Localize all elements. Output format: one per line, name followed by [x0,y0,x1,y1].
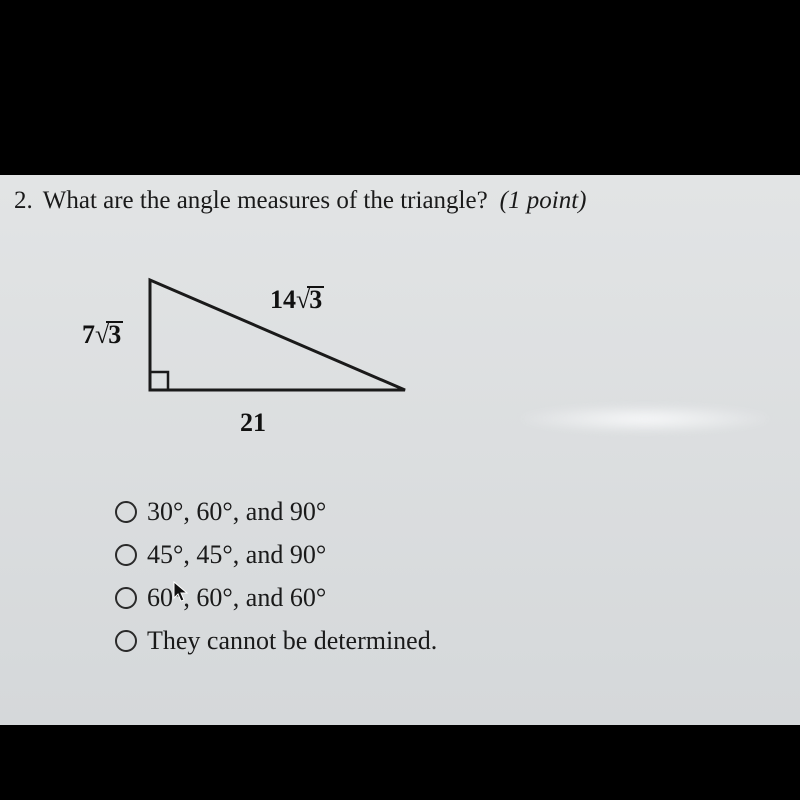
radio-icon[interactable] [115,544,137,566]
question-number: 2. [14,187,33,215]
question-text: What are the angle measures of the trian… [43,187,488,214]
radio-icon[interactable] [115,501,137,523]
option-text: 45°, 45°, and 90° [147,540,326,570]
side-label-hypotenuse: 14 √ 3 [270,285,324,315]
side-left-coef: 7 [82,320,95,350]
question-paper: 2. What are the angle measures of the tr… [0,175,800,725]
question-prompt: 2. What are the angle measures of the tr… [14,187,586,215]
side-left-radicand: 3 [106,321,123,348]
option-d[interactable]: They cannot be determined. [115,619,437,662]
option-b[interactable]: 45°, 45°, and 90° [115,533,437,576]
question-points: (1 point) [500,187,587,214]
side-hyp-coef: 14 [270,285,296,315]
option-a[interactable]: 30°, 60°, and 90° [115,490,437,533]
screen-glare [520,405,770,433]
content-area: 2. What are the angle measures of the tr… [0,175,800,725]
sqrt-icon: √ 3 [296,285,324,315]
option-text: 30°, 60°, and 90° [147,497,326,527]
answer-options: 30°, 60°, and 90° 45°, 45°, and 90° 60°,… [115,490,437,662]
option-text: 60°, 60°, and 60° [147,583,326,613]
radio-icon[interactable] [115,587,137,609]
side-label-bottom: 21 [240,408,266,438]
radio-icon[interactable] [115,630,137,652]
side-hyp-radicand: 3 [307,286,324,313]
option-c[interactable]: 60°, 60°, and 60° [115,576,437,619]
sqrt-icon: √ 3 [95,320,123,350]
side-label-left: 7 √ 3 [82,320,123,350]
option-text: They cannot be determined. [147,626,437,656]
triangle-figure: 7 √ 3 14 √ 3 21 [85,270,425,440]
right-angle-box [150,372,168,390]
